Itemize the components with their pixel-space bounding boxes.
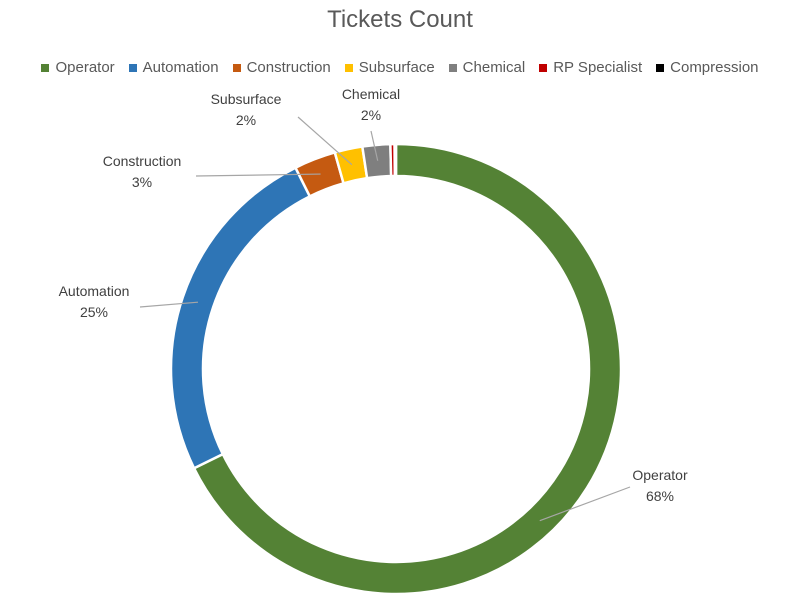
slice-operator xyxy=(192,142,623,596)
data-label-name-operator: Operator xyxy=(632,467,688,483)
legend-label-subsurface: Subsurface xyxy=(358,59,435,76)
slice-automation xyxy=(169,166,312,470)
data-label-value-subsurface: 2% xyxy=(236,112,256,128)
legend-swatch-subsurface xyxy=(344,63,353,72)
data-label-value-operator: 68% xyxy=(646,488,674,504)
leader-line-chemical xyxy=(370,130,379,161)
legend-label-construction: Construction xyxy=(246,59,331,76)
legend-item-subsurface: Subsurface xyxy=(344,59,435,76)
leader-line-automation xyxy=(139,301,199,308)
legend-swatch-operator xyxy=(41,63,50,72)
legend-label-operator: Operator xyxy=(55,59,115,76)
leader-line-subsurface xyxy=(297,116,353,166)
data-label-name-automation: Automation xyxy=(59,283,130,299)
legend-swatch-chemical xyxy=(448,63,457,72)
legend-item-rp-specialist: RP Specialist xyxy=(539,59,642,76)
leader-line-construction xyxy=(195,173,321,177)
legend: Operator Automation Construction Subsurf… xyxy=(0,59,800,76)
legend-item-construction: Construction xyxy=(232,59,331,76)
data-labels: Operator 68% Automation 25% Construction 3% Su… xyxy=(59,86,688,504)
leader-lines xyxy=(139,116,631,522)
donut-slices xyxy=(169,142,623,596)
legend-label-rp-specialist: RP Specialist xyxy=(553,59,643,76)
legend-swatch-rp-specialist xyxy=(539,63,548,72)
data-label-name-subsurface: Subsurface xyxy=(211,91,282,107)
chart-title: Tickets Count xyxy=(327,6,473,33)
legend-item-automation: Automation xyxy=(128,59,219,76)
data-label-name-chemical: Chemical xyxy=(342,86,400,102)
legend-item-compression: Compression xyxy=(656,59,759,76)
leader-line-operator xyxy=(539,486,631,522)
slice-compression xyxy=(393,142,398,178)
legend-label-chemical: Chemical xyxy=(462,59,526,76)
legend-swatch-construction xyxy=(232,63,241,72)
data-label-name-construction: Construction xyxy=(103,153,182,169)
legend-swatch-compression xyxy=(656,63,665,72)
legend-item-chemical: Chemical xyxy=(448,59,526,76)
legend-label-compression: Compression xyxy=(670,59,759,76)
data-label-value-automation: 25% xyxy=(80,304,108,320)
legend-label-automation: Automation xyxy=(142,59,219,76)
legend-item-operator: Operator xyxy=(41,59,115,76)
slice-chemical xyxy=(360,142,393,180)
data-label-value-construction: 3% xyxy=(132,174,152,190)
data-label-value-chemical: 2% xyxy=(361,107,381,123)
legend-swatch-automation xyxy=(128,63,137,72)
